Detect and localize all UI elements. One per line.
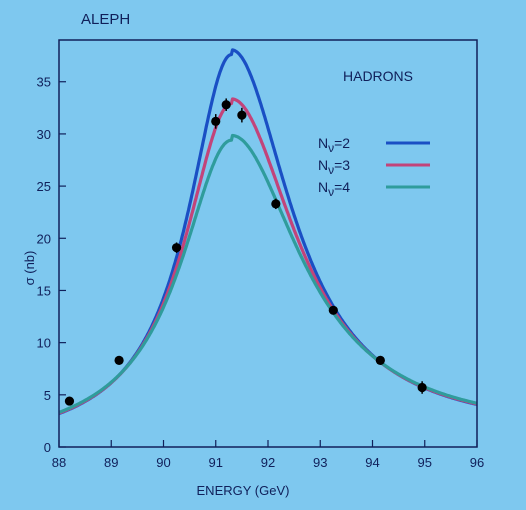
experiment-label: ALEPH bbox=[81, 11, 130, 28]
y-tick-label: 5 bbox=[44, 388, 51, 403]
data-point bbox=[171, 243, 182, 253]
x-tick-label: 93 bbox=[313, 455, 327, 470]
y-tick-label: 25 bbox=[37, 179, 51, 194]
y-tick-label: 35 bbox=[37, 75, 51, 90]
data-point bbox=[237, 110, 247, 120]
data-point bbox=[221, 100, 231, 110]
x-tick-label: 92 bbox=[261, 455, 275, 470]
legend-label: Nν=2 bbox=[318, 135, 350, 155]
x-tick-label: 88 bbox=[52, 455, 66, 470]
x-tick-label: 90 bbox=[156, 455, 170, 470]
data-point bbox=[375, 355, 385, 365]
x-axis-ticks: 88 89 90 91 92 93 94 95 96 bbox=[52, 440, 484, 470]
y-tick-label: 20 bbox=[37, 231, 51, 246]
data-point bbox=[211, 116, 221, 126]
hadrons-annotation: HADRONS bbox=[343, 68, 413, 84]
x-tick-label: 89 bbox=[104, 455, 118, 470]
x-tick-label: 95 bbox=[418, 455, 432, 470]
x-tick-label: 94 bbox=[365, 455, 379, 470]
legend: Nν=2Nν=3Nν=4 bbox=[318, 135, 430, 199]
y-axis-label: σ (nb) bbox=[22, 251, 37, 286]
measurement-points bbox=[64, 98, 427, 406]
y-tick-label: 10 bbox=[37, 336, 51, 351]
curve-nnu-4 bbox=[58, 133, 478, 414]
theory-curves bbox=[58, 48, 478, 416]
legend-label: Nν=4 bbox=[318, 179, 350, 199]
y-tick-label: 30 bbox=[37, 127, 51, 142]
y-tick-label: 0 bbox=[44, 440, 51, 455]
x-tick-label: 91 bbox=[209, 455, 223, 470]
data-point bbox=[271, 199, 281, 209]
y-tick-label: 15 bbox=[37, 283, 51, 298]
data-point bbox=[114, 355, 124, 365]
legend-label: Nν=3 bbox=[318, 157, 350, 177]
data-point bbox=[417, 382, 427, 393]
data-point bbox=[64, 396, 75, 406]
x-axis-label: ENERGY (GeV) bbox=[197, 483, 290, 498]
data-point bbox=[328, 305, 338, 315]
y-axis-ticks: 0 5 10 15 20 25 30 35 bbox=[37, 75, 66, 455]
x-tick-label: 96 bbox=[470, 455, 484, 470]
